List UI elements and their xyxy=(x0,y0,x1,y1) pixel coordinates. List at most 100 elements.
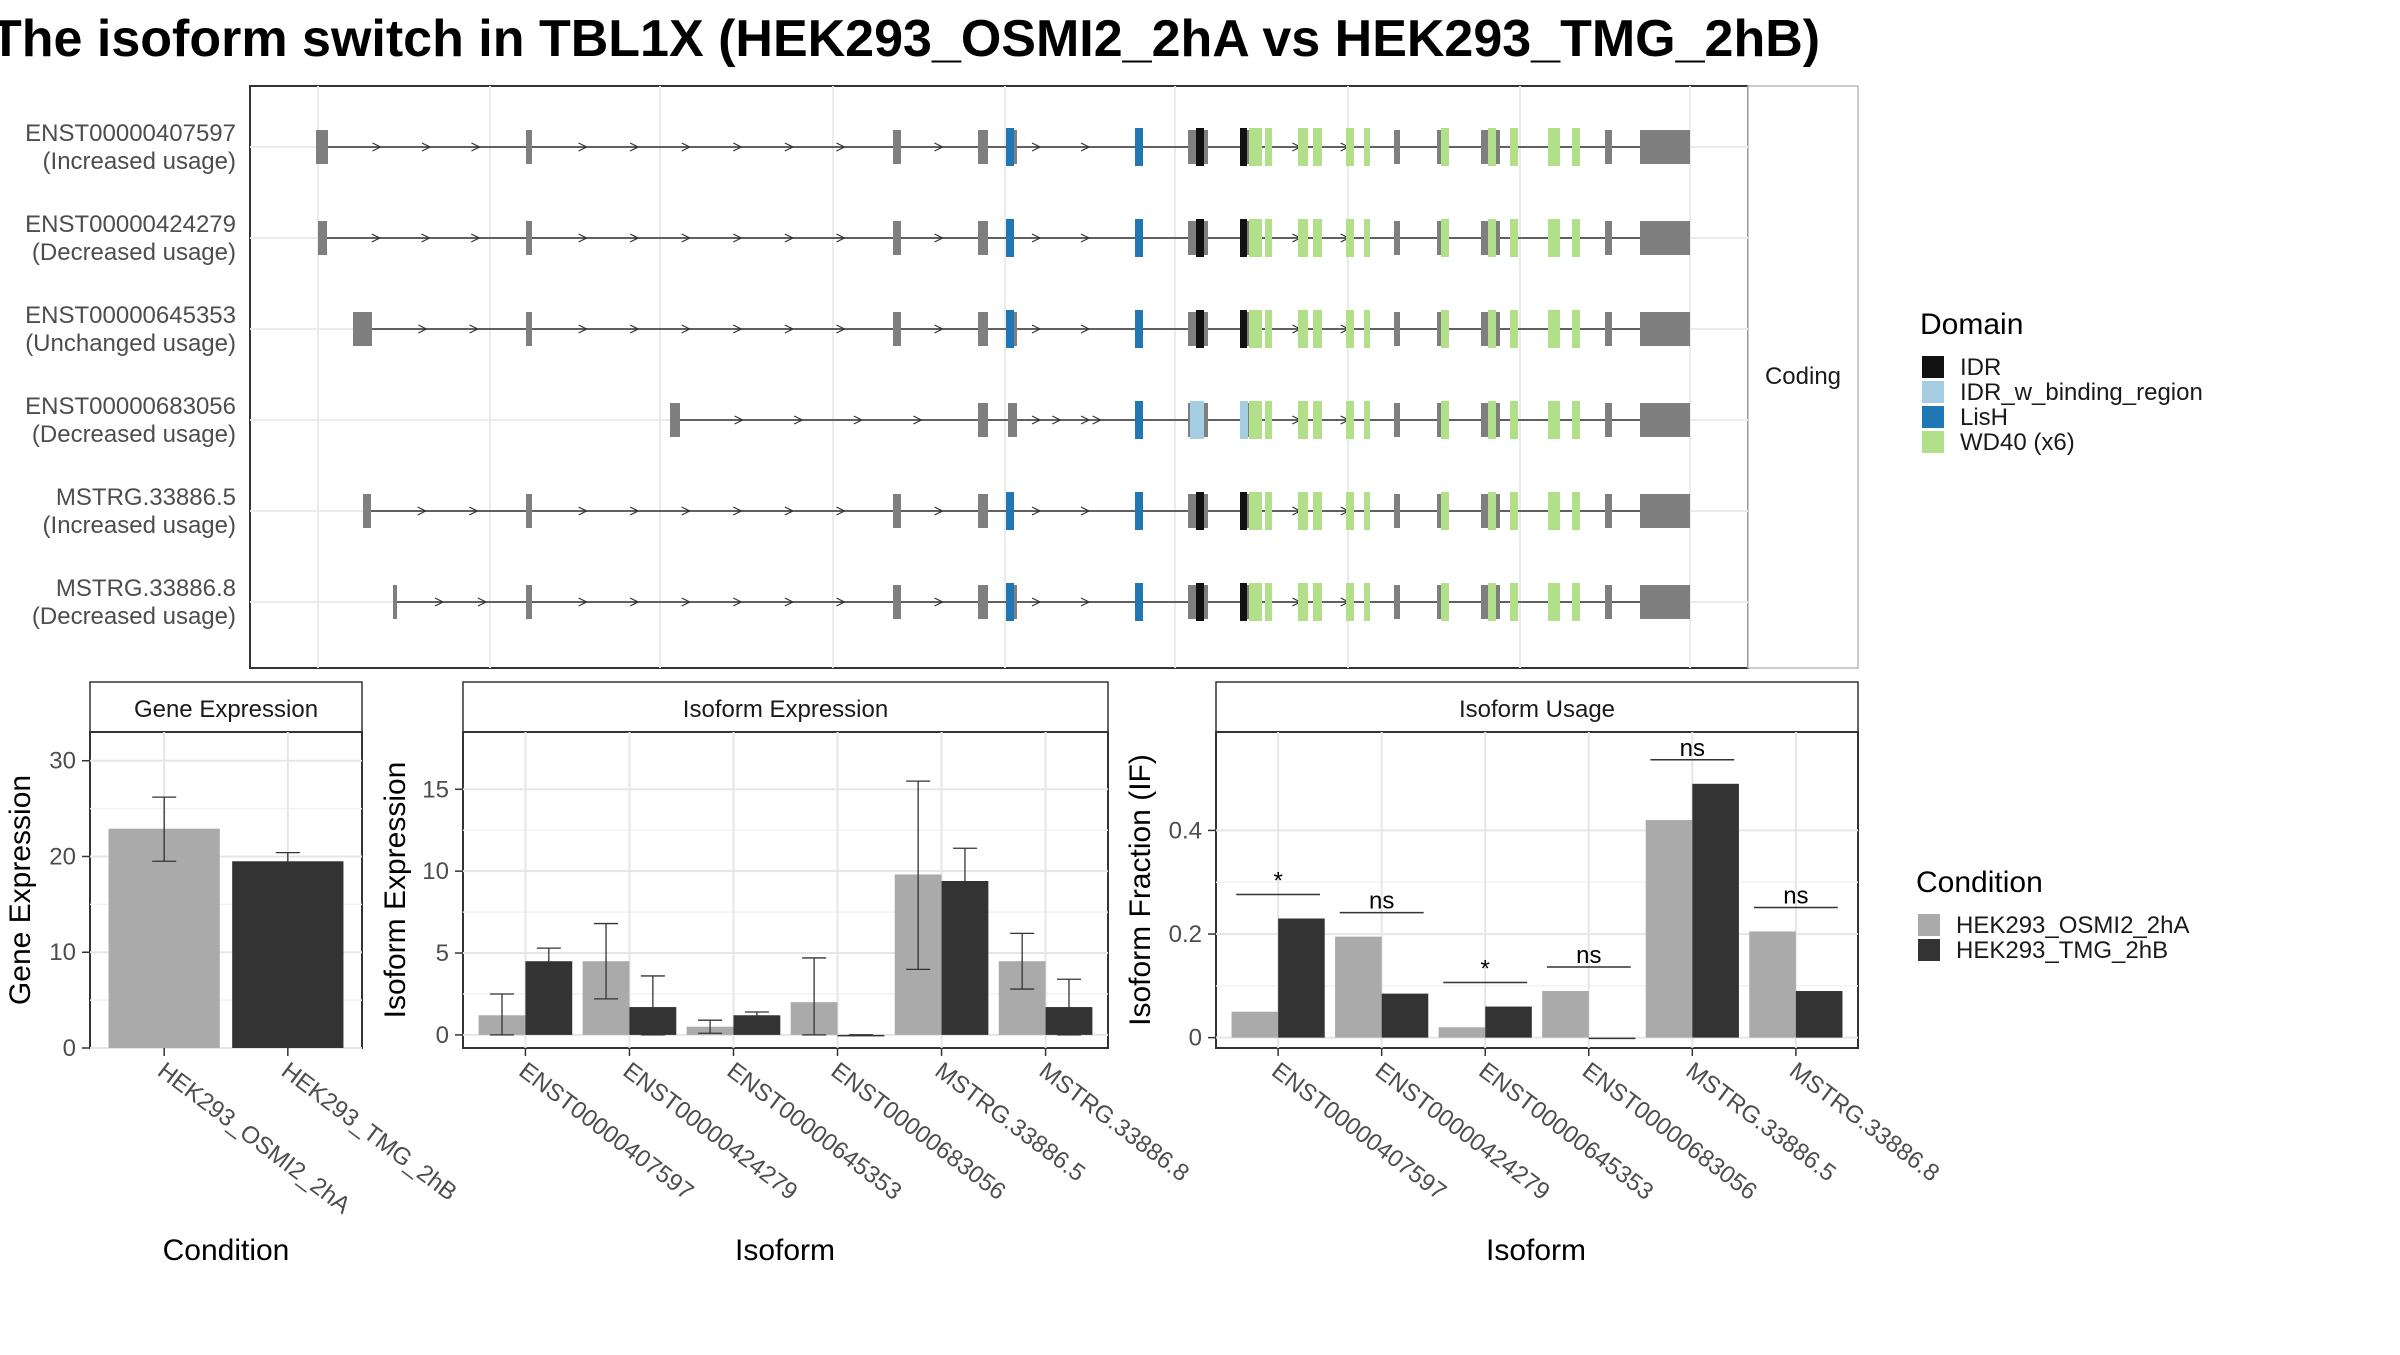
wd40-domain xyxy=(1298,492,1308,530)
exon-block xyxy=(1394,403,1400,437)
wd40-domain xyxy=(1488,310,1496,348)
exon-block xyxy=(1394,585,1400,619)
wd40-domain xyxy=(1548,219,1560,257)
intron-arrow xyxy=(784,233,795,243)
x-tick-label: ENST00000683056 xyxy=(1577,1057,1762,1205)
significance-label: ns xyxy=(1576,942,1601,969)
intron-arrow xyxy=(681,506,692,516)
wd40-domain xyxy=(1265,401,1272,439)
bar xyxy=(1795,991,1843,1038)
wd40-domain xyxy=(1441,492,1449,530)
wd40-domain xyxy=(1298,219,1308,257)
wd40-domain xyxy=(1510,219,1518,257)
exon-block xyxy=(1640,221,1690,255)
wd40-domain xyxy=(1249,401,1262,439)
idr-domain xyxy=(1240,310,1247,348)
idr-domain xyxy=(1240,128,1247,166)
idr-domain xyxy=(1196,583,1204,621)
domain-legend-key xyxy=(1922,356,1944,378)
wd40-domain xyxy=(1265,128,1272,166)
transcript-usage-label: (Unchanged usage) xyxy=(25,330,236,357)
exon-block xyxy=(526,130,532,164)
exon-block xyxy=(1394,494,1400,528)
transcript-name-label: ENST00000645353 xyxy=(25,302,236,329)
wd40-domain xyxy=(1441,310,1449,348)
exon-block xyxy=(978,130,988,164)
y-axis-title: Isoform Expression xyxy=(379,762,412,1019)
transcript-usage-label: (Increased usage) xyxy=(43,512,236,539)
wd40-domain xyxy=(1265,583,1272,621)
domain-legend-key xyxy=(1922,431,1944,453)
exon-block xyxy=(1640,494,1690,528)
wd40-domain xyxy=(1298,310,1308,348)
significance-label: ns xyxy=(1680,735,1705,762)
condition-legend-key xyxy=(1918,914,1940,936)
idr-domain xyxy=(1240,492,1247,530)
y-tick-label: 15 xyxy=(422,776,449,803)
exon-block xyxy=(1481,312,1489,346)
wd40-domain xyxy=(1548,583,1560,621)
intron-arrow xyxy=(1031,597,1042,607)
exon-block xyxy=(1495,221,1500,255)
lish-domain xyxy=(1135,492,1143,530)
exon-block xyxy=(1394,312,1400,346)
y-tick-label: 5 xyxy=(436,940,449,967)
intron-arrow xyxy=(681,233,692,243)
wd40-domain xyxy=(1364,219,1370,257)
exon-block xyxy=(978,494,988,528)
domain-legend-label: IDR xyxy=(1960,354,2001,381)
structure-plot-area xyxy=(249,85,1749,669)
exon-block xyxy=(1495,585,1500,619)
significance-label: ns xyxy=(1783,882,1808,909)
transcript-name-label: MSTRG.33886.8 xyxy=(56,575,236,602)
domain-legend-label: WD40 (x6) xyxy=(1960,429,2075,456)
exon-block xyxy=(1437,221,1444,255)
exon-block xyxy=(393,585,397,619)
wd40-domain xyxy=(1510,128,1518,166)
intron-arrow xyxy=(853,415,864,425)
bar xyxy=(837,1034,885,1037)
bar xyxy=(1231,1011,1279,1038)
intron-arrow xyxy=(1080,142,1091,152)
transcript-name-label: ENST00000407597 xyxy=(25,120,236,147)
wd40-domain xyxy=(1249,128,1262,166)
exon-block xyxy=(1495,403,1500,437)
intron-arrow xyxy=(471,142,481,152)
intron-arrow xyxy=(629,597,640,607)
y-tick-label: 0 xyxy=(1189,1025,1202,1052)
lish-domain xyxy=(1006,583,1014,621)
exon-block xyxy=(893,494,901,528)
y-tick-label: 0.4 xyxy=(1169,817,1202,844)
intron-arrow xyxy=(629,506,640,516)
intron-arrow xyxy=(733,597,743,607)
x-tick-label: ENST00000645353 xyxy=(722,1057,907,1205)
wd40-domain xyxy=(1249,310,1262,348)
exon-block xyxy=(1605,130,1612,164)
wd40-domain xyxy=(1313,492,1322,530)
transcript-usage-label: (Increased usage) xyxy=(43,148,236,175)
wd40-domain xyxy=(1313,128,1322,166)
exon-block xyxy=(1481,585,1489,619)
intron-arrow xyxy=(578,324,588,334)
intron-arrow xyxy=(1080,506,1091,516)
panel-title: Isoform Expression xyxy=(683,696,888,723)
wd40-domain xyxy=(1488,128,1496,166)
wd40-domain xyxy=(1510,492,1518,530)
condition-legend-key xyxy=(1918,939,1940,961)
bar xyxy=(1542,991,1589,1038)
exon-block xyxy=(1394,221,1400,255)
lish-domain xyxy=(1006,219,1014,257)
wd40-domain xyxy=(1265,492,1272,530)
intron-arrow xyxy=(784,506,795,516)
exon-block xyxy=(1495,130,1500,164)
intron-arrow xyxy=(934,233,944,243)
panel-title-strip xyxy=(1215,681,1859,733)
x-tick-label: ENST00000407597 xyxy=(514,1057,699,1205)
bar xyxy=(108,828,220,1048)
exon-block xyxy=(978,221,988,255)
intron-arrow xyxy=(629,142,640,152)
wd40-domain xyxy=(1249,492,1262,530)
intron-arrow xyxy=(434,597,445,607)
domain-legend-key xyxy=(1922,406,1944,428)
